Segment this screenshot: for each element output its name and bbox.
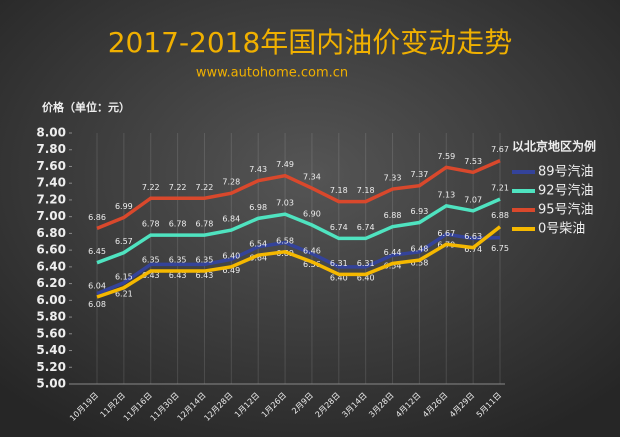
y-tick-label: 7.40: [36, 176, 66, 190]
y-axis-label: 价格（单位：元）: [42, 100, 130, 114]
data-label: 6.90: [303, 210, 321, 219]
series-line: [96, 159, 501, 231]
y-tick-label: 5.20: [36, 360, 66, 374]
data-label: 6.04: [88, 281, 106, 290]
data-label: 6.63: [464, 232, 482, 241]
legend-label: 89号汽油: [538, 165, 594, 180]
data-label: 7.21: [491, 184, 509, 193]
data-label: 6.40: [222, 251, 240, 260]
data-label: 6.43: [169, 271, 187, 280]
data-label: 6.35: [169, 256, 187, 265]
y-tick-label: 6.40: [36, 259, 66, 273]
data-label: 6.78: [142, 220, 160, 229]
data-label: 6.49: [222, 266, 240, 275]
data-label: 6.31: [357, 259, 375, 268]
data-label: 7.34: [303, 173, 321, 182]
series-line: [96, 225, 502, 299]
data-label: 6.48: [410, 245, 428, 254]
data-label: 6.58: [410, 258, 428, 267]
data-label: 6.31: [330, 259, 348, 268]
data-label: 6.98: [249, 203, 267, 212]
data-label: 7.33: [384, 174, 402, 183]
chart-subtitle: www.autohome.com.cn: [196, 66, 348, 81]
y-tick-label: 6.00: [36, 293, 66, 307]
y-tick-label: 6.20: [36, 276, 66, 290]
data-label: 6.78: [196, 220, 214, 229]
data-label: 7.22: [196, 183, 214, 192]
data-label: 6.43: [142, 271, 160, 280]
data-label: 6.88: [491, 211, 509, 220]
legend-label: 0号柴油: [538, 222, 585, 237]
data-label: 6.93: [410, 207, 428, 216]
data-label: 7.18: [330, 186, 348, 195]
data-label: 7.13: [437, 190, 455, 199]
data-label: 6.78: [169, 220, 187, 229]
data-label: 6.43: [196, 271, 214, 280]
y-tick-label: 5.80: [36, 310, 66, 324]
data-label: 6.57: [115, 237, 133, 246]
data-label: 6.74: [357, 223, 375, 232]
legend-title: 以北京地区为例: [512, 139, 596, 154]
data-label: 6.54: [249, 240, 267, 249]
data-label: 6.40: [357, 273, 375, 282]
data-label: 7.53: [464, 157, 482, 166]
data-label: 7.43: [249, 165, 267, 174]
data-label: 7.18: [357, 186, 375, 195]
y-tick-label: 8.00: [36, 126, 66, 140]
data-label: 6.86: [88, 213, 106, 222]
data-label: 7.03: [276, 199, 294, 208]
data-label: 6.67: [437, 229, 455, 238]
data-label: 6.84: [222, 215, 240, 224]
series-line: [96, 232, 501, 296]
data-label: 6.45: [88, 247, 106, 256]
data-label: 6.74: [464, 245, 482, 254]
data-label: 6.08: [88, 300, 106, 309]
legend-label: 92号汽油: [538, 184, 594, 199]
data-label: 6.40: [330, 273, 348, 282]
y-tick-label: 6.60: [36, 243, 66, 257]
data-label: 6.54: [384, 262, 402, 271]
data-label: 6.44: [384, 248, 402, 257]
legend-label: 95号汽油: [538, 203, 594, 218]
data-label: 6.15: [115, 272, 133, 281]
series-line: [96, 197, 501, 265]
data-label: 6.58: [276, 236, 294, 245]
y-tick-label: 5.00: [36, 377, 66, 391]
data-label: 7.67: [491, 145, 509, 154]
y-tick-label: 7.20: [36, 192, 66, 206]
data-label: 7.22: [169, 183, 187, 192]
data-label: 7.49: [276, 160, 294, 169]
data-label: 7.37: [410, 170, 428, 179]
data-label: 7.07: [464, 195, 482, 204]
data-label: 6.21: [115, 289, 133, 298]
data-label: 6.99: [115, 202, 133, 211]
y-tick-label: 7.00: [36, 209, 66, 223]
data-label: 6.46: [303, 246, 321, 255]
chart-title: 2017-2018年国内油价变动走势: [108, 26, 513, 59]
y-tick-label: 7.80: [36, 142, 66, 156]
data-label: 6.35: [196, 256, 214, 265]
data-label: 6.56: [303, 260, 321, 269]
y-tick-label: 6.80: [36, 226, 66, 240]
data-label: 6.88: [384, 211, 402, 220]
y-tick-label: 7.60: [36, 159, 66, 173]
data-label: 6.74: [330, 223, 348, 232]
y-tick-label: 5.60: [36, 326, 66, 340]
data-label: 7.22: [142, 183, 160, 192]
data-label: 7.28: [222, 178, 240, 187]
data-label: 6.64: [249, 253, 267, 262]
y-tick-label: 5.40: [36, 343, 66, 357]
data-label: 6.75: [491, 244, 509, 253]
data-label: 6.35: [142, 256, 160, 265]
data-label: 7.59: [437, 152, 455, 161]
